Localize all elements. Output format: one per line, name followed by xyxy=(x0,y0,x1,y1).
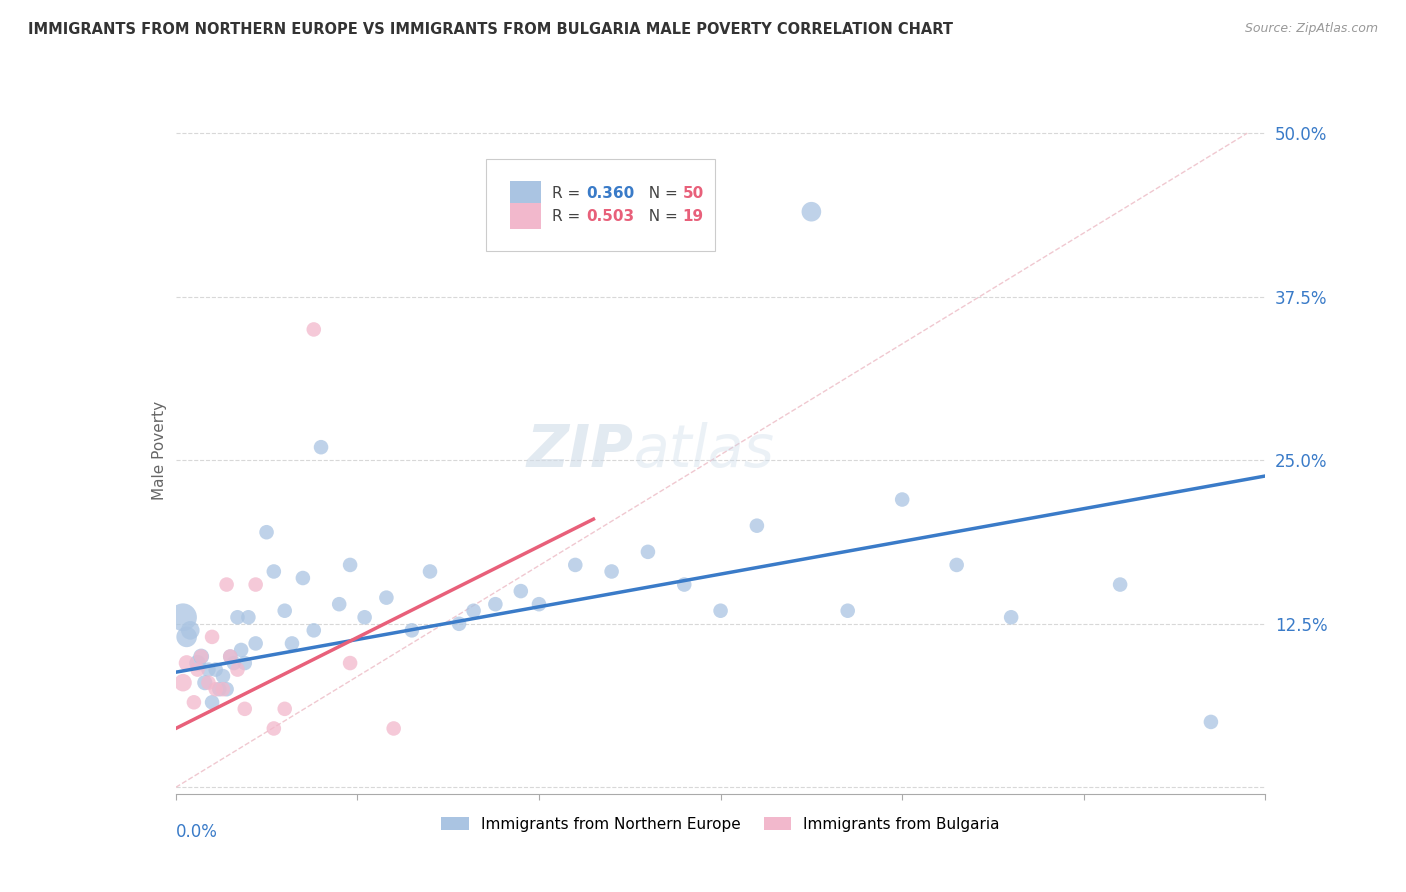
Point xyxy=(226,663,249,677)
Point xyxy=(328,597,350,611)
Point xyxy=(463,604,485,618)
FancyBboxPatch shape xyxy=(486,159,716,252)
Point xyxy=(419,565,441,579)
Point xyxy=(710,604,733,618)
Point xyxy=(339,558,361,572)
Point xyxy=(382,722,405,736)
Point xyxy=(172,610,194,624)
Point xyxy=(375,591,398,605)
Point xyxy=(204,682,226,697)
Point xyxy=(212,682,235,697)
Point xyxy=(527,597,550,611)
Point xyxy=(176,656,198,670)
Point xyxy=(837,604,859,618)
Point xyxy=(256,525,278,540)
Point xyxy=(179,624,201,638)
Point xyxy=(245,636,267,650)
Point xyxy=(745,518,768,533)
Point xyxy=(222,656,245,670)
Text: 19: 19 xyxy=(682,209,703,224)
Point xyxy=(190,649,212,664)
Point xyxy=(197,663,219,677)
Point xyxy=(208,682,231,697)
Point xyxy=(219,649,242,664)
Point xyxy=(263,722,285,736)
Point xyxy=(339,656,361,670)
Text: ZIP: ZIP xyxy=(526,422,633,479)
Point xyxy=(186,663,209,677)
Text: 0.360: 0.360 xyxy=(586,186,634,201)
Point xyxy=(484,597,506,611)
Point xyxy=(215,577,238,591)
Point xyxy=(1000,610,1022,624)
Point xyxy=(204,663,226,677)
Point xyxy=(891,492,914,507)
Point xyxy=(401,624,423,638)
Point xyxy=(183,695,205,709)
Text: atlas: atlas xyxy=(633,422,775,479)
Point xyxy=(309,440,332,454)
Point xyxy=(226,610,249,624)
Point xyxy=(673,577,696,591)
FancyBboxPatch shape xyxy=(510,203,541,229)
Point xyxy=(233,702,256,716)
Point xyxy=(238,610,260,624)
Point xyxy=(201,695,224,709)
Point xyxy=(172,675,194,690)
Point xyxy=(281,636,304,650)
Point xyxy=(186,656,209,670)
Point xyxy=(800,204,823,219)
Point xyxy=(600,565,623,579)
Point xyxy=(233,656,256,670)
FancyBboxPatch shape xyxy=(510,180,541,207)
Text: N =: N = xyxy=(638,186,682,201)
Point xyxy=(201,630,224,644)
Point xyxy=(274,702,297,716)
Text: Source: ZipAtlas.com: Source: ZipAtlas.com xyxy=(1244,22,1378,36)
Point xyxy=(215,682,238,697)
Text: R =: R = xyxy=(551,186,585,201)
Point xyxy=(509,584,531,599)
Point xyxy=(291,571,314,585)
Point xyxy=(263,565,285,579)
Point xyxy=(212,669,235,683)
Text: 0.0%: 0.0% xyxy=(176,822,218,841)
Point xyxy=(1199,714,1222,729)
Text: 0.503: 0.503 xyxy=(586,209,634,224)
Text: N =: N = xyxy=(638,209,682,224)
Text: R =: R = xyxy=(551,209,585,224)
Point xyxy=(353,610,375,624)
Point xyxy=(194,675,217,690)
Point xyxy=(302,322,325,336)
Point xyxy=(176,630,198,644)
Point xyxy=(245,577,267,591)
Point xyxy=(302,624,325,638)
Point xyxy=(274,604,297,618)
Text: IMMIGRANTS FROM NORTHERN EUROPE VS IMMIGRANTS FROM BULGARIA MALE POVERTY CORRELA: IMMIGRANTS FROM NORTHERN EUROPE VS IMMIG… xyxy=(28,22,953,37)
Point xyxy=(190,649,212,664)
Point xyxy=(219,649,242,664)
Point xyxy=(945,558,967,572)
Point xyxy=(197,675,219,690)
Y-axis label: Male Poverty: Male Poverty xyxy=(152,401,167,500)
Point xyxy=(447,616,470,631)
Point xyxy=(564,558,586,572)
Point xyxy=(637,545,659,559)
Text: 50: 50 xyxy=(682,186,703,201)
Legend: Immigrants from Northern Europe, Immigrants from Bulgaria: Immigrants from Northern Europe, Immigra… xyxy=(436,811,1005,838)
Point xyxy=(1109,577,1132,591)
Point xyxy=(231,643,253,657)
